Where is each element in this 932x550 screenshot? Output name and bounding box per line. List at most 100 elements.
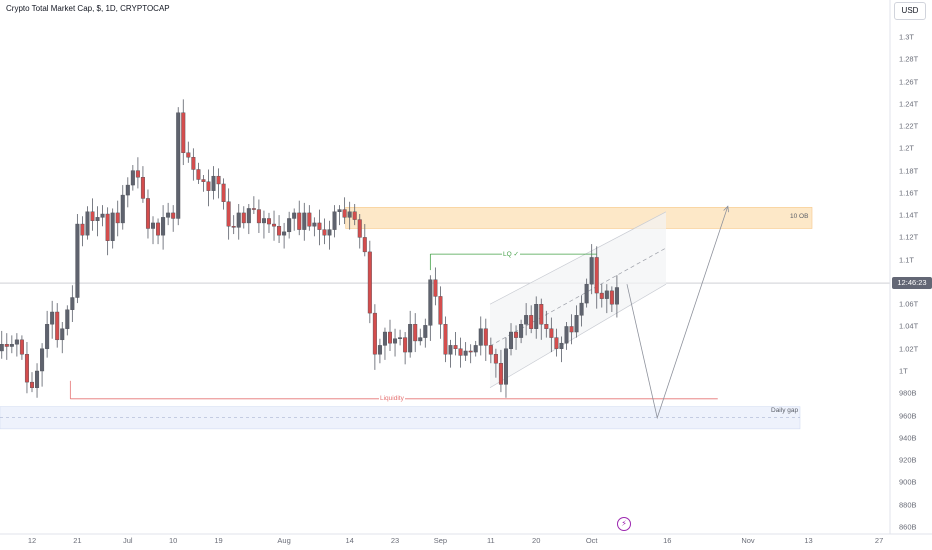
candle-body: [357, 219, 362, 238]
candle: [211, 166, 216, 200]
candle: [458, 337, 463, 368]
candle: [196, 162, 201, 184]
candle-body: [221, 183, 226, 202]
candle: [226, 188, 231, 240]
candle: [24, 342, 29, 394]
candle: [357, 214, 362, 249]
candle-body: [408, 324, 413, 353]
candle-body: [125, 184, 130, 196]
currency-button[interactable]: USD: [894, 2, 926, 20]
candle: [201, 175, 206, 192]
candle: [418, 328, 423, 346]
candle-body: [423, 325, 428, 338]
candle: [569, 314, 574, 345]
candle-body: [579, 302, 584, 316]
candle-body: [14, 339, 19, 345]
candle-body: [110, 212, 115, 241]
candle: [468, 344, 473, 364]
channel-upper: [489, 211, 667, 305]
x-tick-label: 13: [804, 536, 813, 545]
candle: [292, 208, 297, 231]
candle-body: [55, 311, 60, 341]
candle: [463, 342, 468, 361]
candle-body: [327, 229, 332, 236]
candle-body: [35, 370, 40, 388]
candle: [171, 205, 176, 232]
candle-body: [30, 381, 35, 388]
candle-body: [277, 226, 282, 236]
candle: [529, 305, 534, 334]
candle: [145, 189, 150, 239]
y-tick-label: 1.2T: [899, 143, 915, 153]
candle: [105, 207, 110, 256]
candle: [4, 333, 9, 360]
flash-icon[interactable]: ⚡: [617, 517, 631, 531]
candle-body: [594, 257, 599, 294]
candle-body: [312, 222, 317, 227]
y-tick-label: 1.14T: [899, 210, 919, 220]
candle-body: [488, 345, 493, 355]
candle: [564, 322, 569, 350]
candle: [554, 328, 559, 357]
candle: [9, 335, 14, 354]
candle: [221, 178, 226, 210]
candle-body: [413, 324, 418, 342]
candle: [498, 349, 503, 393]
candle: [473, 340, 478, 357]
candle: [377, 338, 382, 364]
x-tick-label: Sep: [433, 536, 448, 545]
candle: [90, 198, 95, 231]
candle-body: [382, 331, 387, 346]
candle-body: [559, 342, 564, 349]
candle: [30, 372, 35, 393]
candle-body: [176, 112, 181, 219]
candle: [65, 305, 70, 336]
candle: [272, 210, 277, 241]
candle-body: [569, 326, 574, 333]
candle-body: [418, 337, 423, 342]
candle-body: [151, 222, 156, 229]
candle: [19, 335, 24, 360]
y-tick-label: 1.26T: [899, 77, 919, 87]
candle: [55, 303, 60, 348]
candle: [156, 218, 161, 245]
candle-body: [50, 311, 55, 325]
candle: [80, 216, 85, 247]
candle: [236, 204, 241, 240]
candle: [352, 204, 357, 226]
candle-body: [519, 324, 524, 338]
candle: [423, 318, 428, 348]
candle-body: [302, 212, 307, 230]
candle-body: [115, 212, 120, 224]
candle-body: [478, 328, 483, 346]
candle: [367, 240, 372, 324]
y-tick-label: 1.02T: [899, 344, 919, 354]
candle: [266, 212, 271, 233]
candle: [60, 322, 65, 354]
current-price-tag: 12:46:23: [892, 277, 932, 290]
candle: [251, 196, 256, 215]
candle: [594, 246, 599, 309]
candle: [604, 284, 609, 314]
candle: [342, 197, 347, 225]
candle: [609, 286, 614, 312]
candle-body: [377, 345, 382, 355]
candle: [382, 327, 387, 360]
candle: [302, 202, 307, 241]
candle-body: [604, 290, 609, 299]
candle: [14, 333, 19, 357]
candle-body: [352, 211, 357, 220]
candle: [428, 275, 433, 341]
candle: [297, 200, 302, 236]
candle-body: [236, 212, 241, 228]
candle-body: [609, 290, 614, 305]
candle-body: [246, 208, 251, 224]
candle-body: [95, 217, 100, 221]
candle-body: [534, 304, 539, 329]
candle-body: [266, 218, 271, 225]
candle: [85, 206, 90, 240]
order-block-label: 10 OB: [790, 212, 809, 220]
candle-body: [24, 354, 29, 383]
y-tick-label: 1.24T: [899, 99, 919, 109]
